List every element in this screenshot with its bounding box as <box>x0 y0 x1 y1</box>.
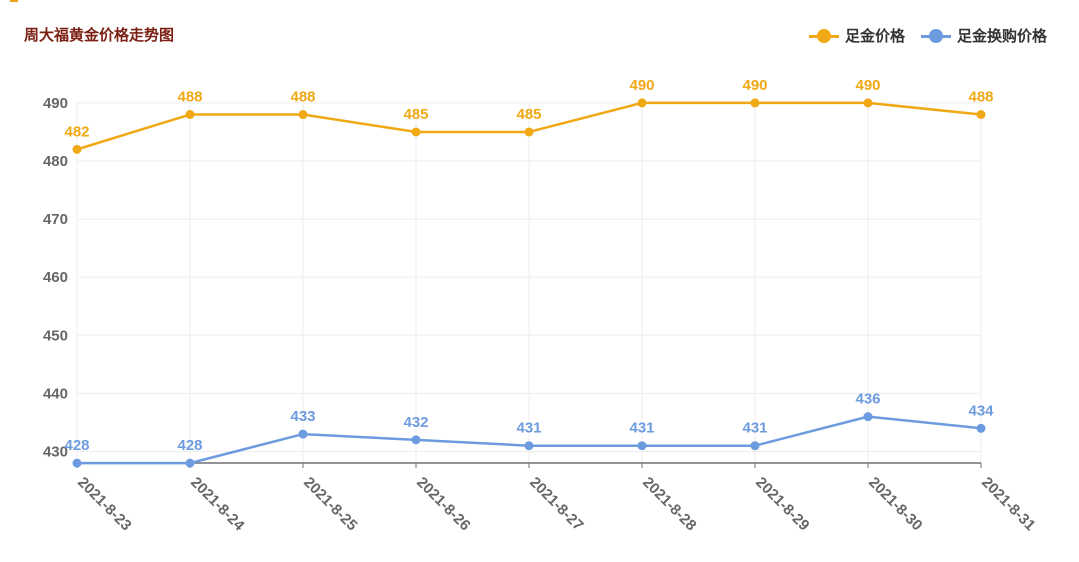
data-point-series-1[interactable] <box>637 98 647 108</box>
data-point-series-2[interactable] <box>185 458 195 468</box>
y-tick-label: 460 <box>43 269 68 286</box>
x-tick-label: 2021-8-30 <box>865 474 925 534</box>
data-point-series-2[interactable] <box>72 458 82 468</box>
x-tick-label: 2021-8-31 <box>978 474 1038 534</box>
legend-label-series-1: 足金价格 <box>844 27 905 45</box>
data-label-series-1: 490 <box>629 77 654 94</box>
legend-item-series-2[interactable]: 足金换购价格 <box>920 25 1047 46</box>
data-point-series-1[interactable] <box>298 110 308 120</box>
data-point-series-2[interactable] <box>411 435 421 445</box>
legend-item-series-1[interactable]: 足金价格 <box>808 25 905 46</box>
data-label-series-2: 428 <box>64 437 89 454</box>
x-tick-label: 2021-8-29 <box>752 474 812 534</box>
data-label-series-2: 436 <box>855 391 880 408</box>
data-label-series-2: 431 <box>516 420 541 437</box>
data-label-series-1: 490 <box>855 77 880 94</box>
data-point-series-2[interactable] <box>524 441 534 451</box>
data-point-series-1[interactable] <box>863 98 873 108</box>
data-label-series-2: 433 <box>290 408 315 425</box>
x-tick-label: 2021-8-23 <box>74 474 134 534</box>
data-point-series-2[interactable] <box>298 429 308 439</box>
data-point-series-2[interactable] <box>750 441 760 451</box>
data-label-series-2: 431 <box>629 420 654 437</box>
data-label-series-2: 432 <box>403 414 428 431</box>
data-label-series-2: 431 <box>742 420 767 437</box>
legend: 足金价格 足金换购价格 <box>793 25 1047 46</box>
data-point-series-1[interactable] <box>750 98 760 108</box>
legend-swatch-series-1 <box>808 28 839 43</box>
x-tick-label: 2021-8-27 <box>526 474 586 534</box>
y-tick-label: 470 <box>43 211 68 228</box>
data-point-series-2[interactable] <box>637 441 647 451</box>
x-tick-label: 2021-8-24 <box>187 474 248 535</box>
data-label-series-2: 428 <box>177 437 202 454</box>
data-label-series-1: 488 <box>177 89 202 106</box>
x-tick-label: 2021-8-26 <box>413 474 473 534</box>
data-point-series-1[interactable] <box>411 127 421 137</box>
data-label-series-1: 482 <box>64 123 89 140</box>
x-tick-label: 2021-8-25 <box>300 474 360 534</box>
y-tick-label: 440 <box>43 385 68 402</box>
chart-title: 周大福黄金价格走势图 <box>24 26 175 44</box>
y-tick-label: 490 <box>43 95 68 112</box>
legend-label-series-2: 足金换购价格 <box>956 27 1047 45</box>
data-label-series-2: 434 <box>968 402 994 419</box>
data-point-series-2[interactable] <box>976 423 986 433</box>
y-tick-label: 450 <box>43 327 68 344</box>
data-label-series-1: 485 <box>516 106 541 123</box>
data-point-series-1[interactable] <box>524 127 534 137</box>
data-point-series-1[interactable] <box>72 144 82 154</box>
y-tick-label: 430 <box>43 444 68 461</box>
data-label-series-1: 485 <box>403 106 428 123</box>
legend-swatch-series-2 <box>920 28 951 43</box>
data-label-series-1: 488 <box>968 89 993 106</box>
data-point-series-1[interactable] <box>185 110 195 120</box>
y-tick-label: 480 <box>43 153 68 170</box>
data-label-series-1: 490 <box>742 77 767 94</box>
data-point-series-1[interactable] <box>976 110 986 120</box>
data-label-series-1: 488 <box>290 89 315 106</box>
header-cut-off <box>0 0 1079 8</box>
data-point-series-2[interactable] <box>863 412 873 422</box>
x-tick-label: 2021-8-28 <box>639 474 699 534</box>
header-accent-bar <box>10 0 18 2</box>
